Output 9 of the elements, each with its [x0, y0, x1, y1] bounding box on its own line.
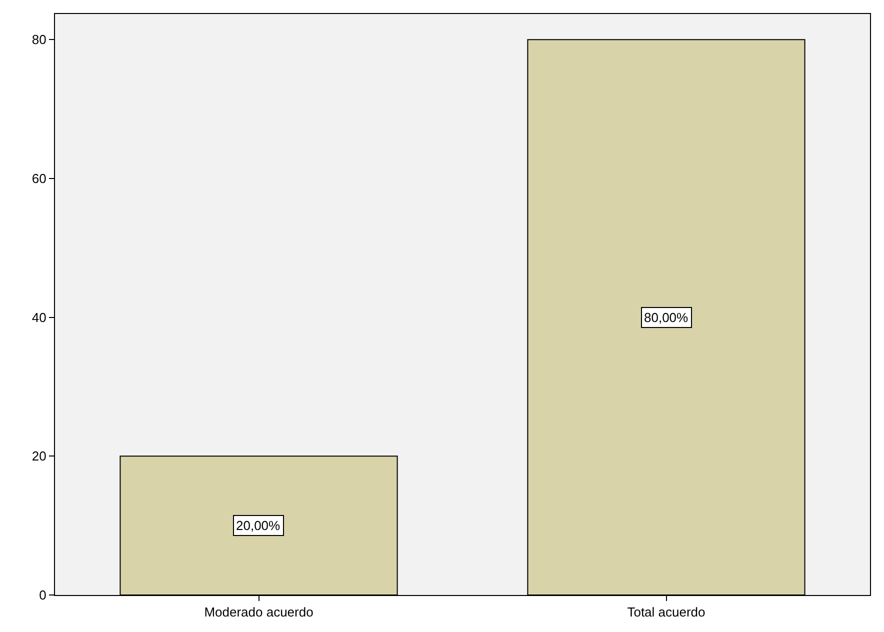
y-tick-label: 0 — [39, 588, 46, 603]
data-label: 20,00% — [236, 518, 281, 533]
x-tick-label: Moderado acuerdo — [204, 604, 314, 620]
y-tick-label: 80 — [32, 32, 46, 48]
x-tick-label: Total acuerdo — [627, 604, 706, 620]
y-tick-label: 40 — [32, 310, 46, 325]
y-tick-label: 20 — [32, 448, 46, 464]
data-label: 80,00% — [644, 310, 689, 325]
y-tick-label: 60 — [32, 171, 46, 186]
